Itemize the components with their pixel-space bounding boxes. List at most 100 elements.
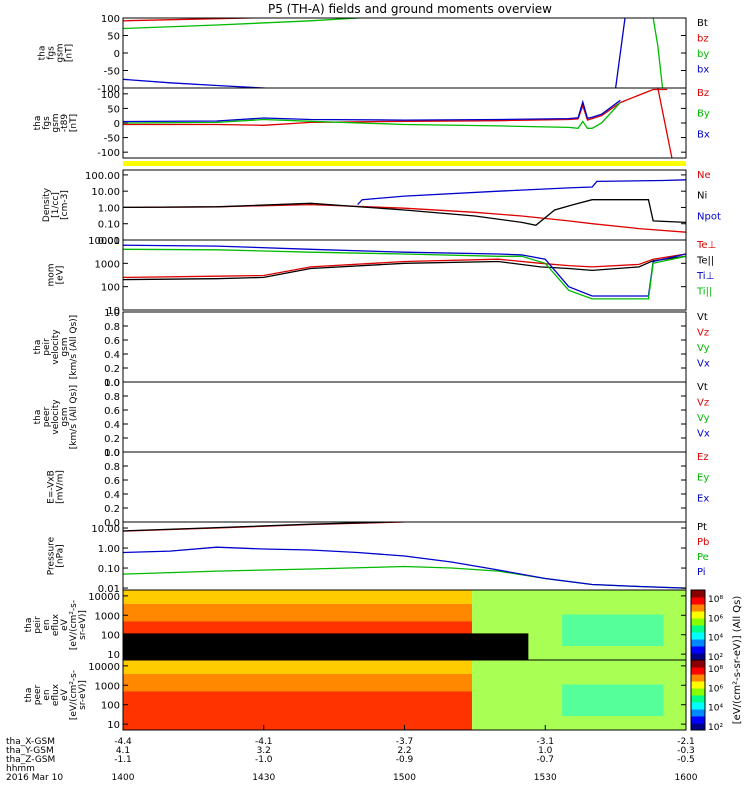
y-axis-label-line: [eV/(cm²-s- (69, 600, 79, 650)
y-tick-label: 1000 (95, 611, 120, 622)
y-tick-label: 1000 (95, 681, 120, 692)
y-axis-label-line: fgs (42, 116, 52, 130)
ephemeris-row-label: tha_X-GSM (6, 737, 55, 747)
legend-entry: Vt (697, 312, 708, 323)
y-tick-label: 10 (107, 306, 120, 317)
y-tick-label: -100 (97, 148, 120, 159)
y-tick-label: -50 (104, 67, 120, 78)
colorbar-label: [eV/(cm²-s-sr-eV)] (All Qs) (732, 596, 743, 725)
chart-title: P5 (TH-A) fields and ground moments over… (268, 2, 552, 16)
y-axis-label-line: gsm (60, 337, 70, 356)
colorbar-segment (691, 723, 705, 731)
colorbar-segment (691, 646, 705, 654)
x-tick-label: 1600 (675, 773, 698, 783)
ephemeris-row-label: tha_Y-GSM (6, 746, 54, 756)
y-axis-label-line: tha (33, 410, 43, 425)
y-tick-label: 0 (114, 49, 120, 60)
y-axis-label-line: peer (33, 684, 43, 705)
panel-peer_spec: 10⁸ 10⁶ 10⁴ 10² 10000 1000 100 10 tha peer en eflux… (24, 659, 723, 733)
legend-entry: Ey (697, 473, 709, 484)
y-axis-label: tha peer velocity gsm [km/s (All Qs)] (33, 385, 79, 449)
colorbar-tick-label: 10⁴ (708, 704, 723, 714)
ephemeris-value: 2.2 (397, 746, 411, 756)
y-tick-label: 100 (101, 631, 120, 642)
y-axis-label: E=-VxB [mV/m] (47, 470, 66, 504)
y-axis-label-line: tha (24, 688, 34, 703)
series-line (123, 255, 686, 281)
legend-entry: Te|| (696, 256, 714, 267)
colorbar-segment (691, 590, 705, 598)
y-axis-label-line: [cm-3] (60, 190, 70, 220)
ephemeris-value: -3.1 (536, 737, 554, 747)
panel-frame (122, 239, 687, 311)
y-axis-label-line: [eV] (56, 266, 66, 285)
y-tick-label: 100.00 (85, 171, 120, 182)
colorbar-segment (691, 611, 705, 619)
panel-frame (122, 17, 687, 89)
legend-entry: Bz (697, 88, 709, 99)
spec-band (562, 614, 664, 646)
legend-entry: Vz (697, 328, 709, 339)
series-line (123, 78, 275, 88)
y-axis-label-line: eflux (51, 613, 61, 636)
colorbar-tick-label: 10⁸ (708, 665, 723, 675)
y-axis-label-line: Density (42, 187, 52, 222)
panel-frame (122, 451, 687, 523)
colorbar-segment (691, 660, 705, 668)
ephemeris-value: -4.4 (114, 737, 132, 747)
colorbar-tick-label: 10⁶ (708, 614, 723, 624)
colorbar-peir_spec: 10⁸ 10⁶ 10⁴ 10² (690, 589, 723, 663)
y-tick-label: 0.2 (104, 504, 120, 515)
y-axis-label-line: peir (42, 338, 52, 356)
y-tick-label: -50 (104, 134, 120, 145)
y-tick-label: 1.0 (104, 448, 120, 459)
y-axis-label-line: eV (60, 618, 70, 631)
y-tick-label: 1000 (95, 259, 120, 270)
spectrogram-peir_spec (123, 590, 686, 660)
series-line (123, 203, 686, 233)
panel-peer_v: 1.0 0.8 0.6 0.4 0.2 0.0 tha peer velocity gsm [km/… (33, 378, 710, 459)
legend-entry: Vy (697, 343, 710, 354)
series-line (652, 18, 664, 88)
series-line (657, 88, 673, 158)
spec-band (123, 674, 473, 692)
series-line (123, 546, 686, 589)
colorbar-segment (691, 681, 705, 689)
colorbar-segment (691, 709, 705, 717)
y-tick-label: 0.2 (104, 434, 120, 445)
legend-entry: Vz (697, 398, 709, 409)
y-axis-label: tha fgs gsm [nT] (38, 43, 75, 62)
y-axis-label: Pressure [nPa] (47, 536, 66, 575)
spec-noise-region (123, 633, 529, 660)
series-line (123, 102, 621, 129)
series-line (614, 18, 626, 88)
series-line (123, 248, 686, 300)
legend-entry: Bt (697, 18, 708, 29)
x-tick-label: 1400 (112, 773, 135, 783)
y-tick-label: 0.4 (104, 350, 120, 361)
y-axis-label-line: [km/s (All Qs)] (69, 315, 79, 379)
y-axis-label-line: sr-eV)] (78, 610, 88, 640)
panel-density: 100.00 10.00 1.00 0.10 0.01 Density [1/cc] [cm-… (42, 169, 721, 247)
panel-peir_v: 1.0 0.8 0.6 0.4 0.2 0.0 tha peir velocity gsm [km/… (33, 308, 710, 389)
date-label: 2016 Mar 10 (6, 773, 63, 783)
y-axis-label-line: en (42, 689, 52, 700)
spec-band (562, 684, 664, 716)
legend-entry: Ti|| (696, 287, 712, 298)
legend-entry: bz (697, 34, 709, 45)
y-tick-label: 0.0 (104, 448, 120, 459)
ephemeris-value: -4.1 (255, 737, 273, 747)
y-tick-label: 0.8 (104, 462, 120, 473)
y-axis-label-line: [nT] (69, 114, 79, 132)
y-tick-label: 1.00 (98, 203, 120, 214)
ephemeris-value: -1.1 (114, 755, 132, 765)
series-line (123, 253, 686, 279)
y-tick-label: 100 (101, 701, 120, 712)
y-axis-label-line: eflux (51, 683, 61, 706)
colorbar-segment (691, 695, 705, 703)
legend-entry: bx (697, 65, 709, 76)
colorbar-frame (690, 659, 706, 731)
panel-peir_spec: 10⁸ 10⁶ 10⁴ 10² 10000 1000 100 10 tha peir en eflux… (24, 589, 723, 663)
y-tick-label: 0.10 (98, 564, 120, 575)
y-tick-label: 100 (101, 283, 120, 294)
